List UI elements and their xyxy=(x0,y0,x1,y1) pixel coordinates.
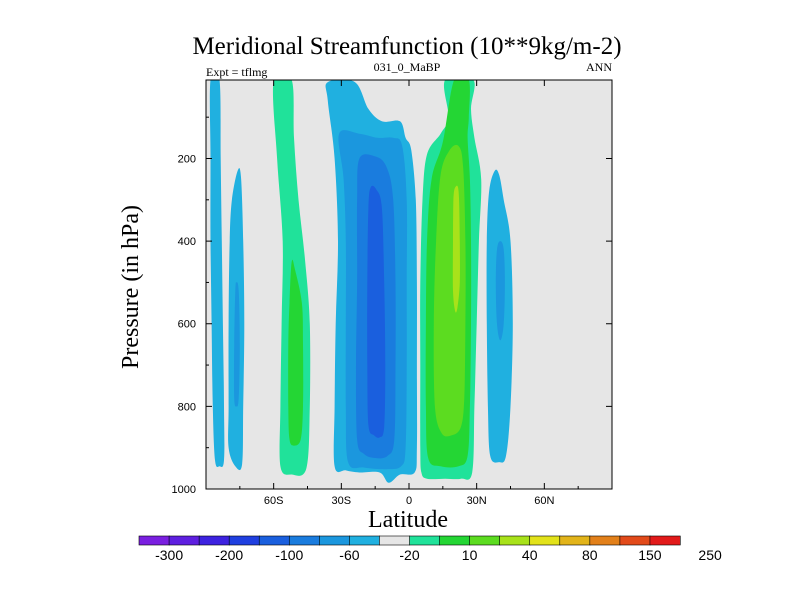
y-axis-ticks: 200 400 600 800 1000 xyxy=(172,116,612,496)
colorbar-label: -300 xyxy=(155,547,183,563)
colorbar xyxy=(138,535,681,546)
x-axis-label: Latitude xyxy=(368,507,448,533)
y-tick-label: 1000 xyxy=(172,484,196,496)
colorbar-swatch xyxy=(649,535,681,546)
x-tick-label: 60N xyxy=(534,495,554,507)
colorbar-swatch xyxy=(198,535,230,546)
run-label: 031_0_MaBP xyxy=(374,60,441,74)
colorbar-swatch xyxy=(499,535,531,546)
y-tick-label: 600 xyxy=(178,319,196,331)
colorbar-label: 80 xyxy=(582,547,598,563)
colorbar-swatch xyxy=(228,535,260,546)
colorbar-swatch xyxy=(619,535,651,546)
y-tick-label: 200 xyxy=(178,153,196,165)
colorbar-swatch xyxy=(589,535,621,546)
colorbar-swatch xyxy=(349,535,381,546)
colorbar-swatch xyxy=(258,535,290,546)
contour-neg-cell-north-inner xyxy=(495,241,505,341)
colorbar-label: 150 xyxy=(638,547,662,563)
contour-neg-cell-far-south-b-inner xyxy=(233,282,240,407)
colorbar-swatch xyxy=(138,535,170,546)
colorbar-label: -20 xyxy=(399,547,419,563)
contour-neg-cell-far-south-a xyxy=(209,80,225,467)
colorbar-swatch xyxy=(469,535,501,546)
period-label: ANN xyxy=(586,60,612,74)
y-tick-label: 800 xyxy=(178,401,196,413)
contour-regions xyxy=(209,80,513,483)
y-tick-label: 400 xyxy=(178,236,196,248)
colorbar-swatch xyxy=(439,535,471,546)
colorbar-swatch xyxy=(168,535,200,546)
colorbar-swatch xyxy=(529,535,561,546)
colorbar-label: -200 xyxy=(215,547,243,563)
chart-title: Meridional Streamfunction (10**9kg/m-2) xyxy=(192,33,621,60)
colorbar-swatch xyxy=(409,535,441,546)
colorbar-label: 250 xyxy=(698,547,722,563)
y-axis-label: Pressure (in hPa) xyxy=(118,205,144,369)
experiment-label: Expt = tflmg xyxy=(206,65,267,79)
colorbar-swatch xyxy=(559,535,591,546)
x-tick-label: 0 xyxy=(406,495,412,507)
colorbar-label: -60 xyxy=(339,547,359,563)
x-tick-label: 60S xyxy=(264,495,284,507)
colorbar-label: -100 xyxy=(275,547,303,563)
x-tick-label: 30N xyxy=(467,495,487,507)
contour-neg-hadley-south-in2 xyxy=(367,185,386,438)
x-axis-ticks: 60S 30S 0 30N 60N xyxy=(239,80,579,507)
x-tick-label: 30S xyxy=(332,495,352,507)
colorbar-labels: -300 -200 -100 -60 -20 10 40 80 150 250 xyxy=(155,547,722,563)
colorbar-swatch xyxy=(379,535,411,546)
colorbar-swatch xyxy=(319,535,350,546)
colorbar-label: 40 xyxy=(522,547,538,563)
colorbar-label: 10 xyxy=(462,547,478,563)
contour-pos-hadley-north-in2 xyxy=(452,185,460,313)
colorbar-swatch xyxy=(288,535,320,546)
contour-pos-cell-south-inner xyxy=(288,259,304,446)
